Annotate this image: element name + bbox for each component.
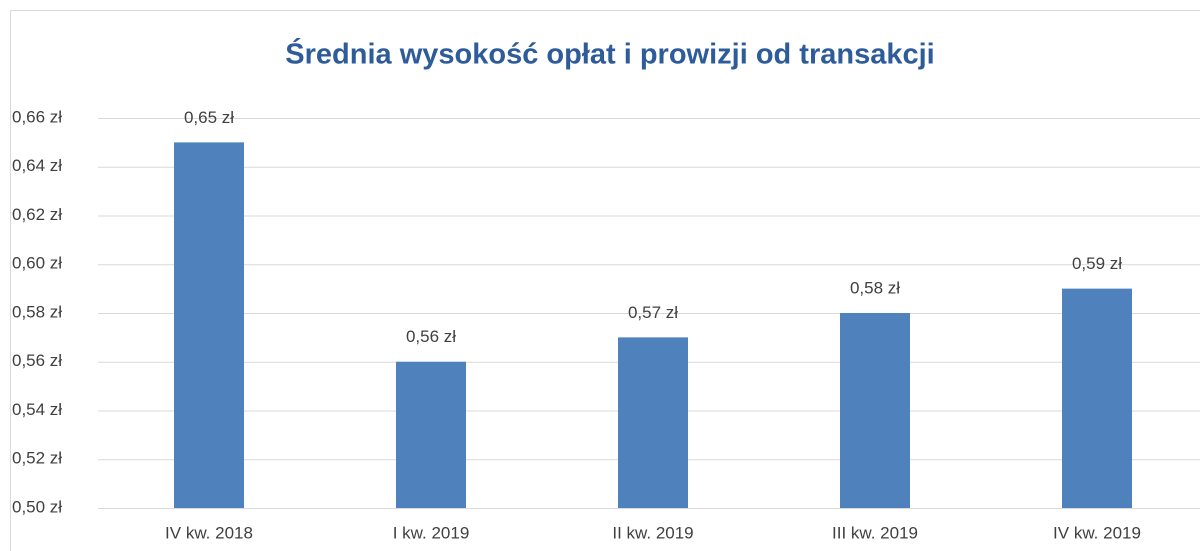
data-label: 0,56 zł bbox=[406, 327, 456, 346]
bar bbox=[1062, 288, 1132, 508]
y-tick-label: 0,66 zł bbox=[12, 107, 62, 126]
data-label: 0,65 zł bbox=[184, 108, 234, 127]
x-tick-label: I kw. 2019 bbox=[393, 523, 470, 542]
y-tick-label: 0,60 zł bbox=[12, 254, 62, 273]
bar bbox=[396, 361, 466, 508]
bar bbox=[840, 313, 910, 508]
y-tick-label: 0,64 zł bbox=[12, 156, 62, 175]
chart-frame bbox=[10, 10, 1200, 551]
y-tick-label: 0,58 zł bbox=[12, 302, 62, 321]
x-tick-label: IV kw. 2018 bbox=[165, 523, 253, 542]
data-label: 0,58 zł bbox=[850, 278, 900, 297]
x-tick-label: III kw. 2019 bbox=[832, 523, 918, 542]
chart-title: Średnia wysokość opłat i prowizji od tra… bbox=[285, 37, 934, 71]
y-tick-label: 0,56 zł bbox=[12, 351, 62, 370]
y-tick-label: 0,62 zł bbox=[12, 205, 62, 224]
bar bbox=[618, 337, 688, 508]
y-tick-label: 0,50 zł bbox=[12, 497, 62, 516]
x-tick-label: II kw. 2019 bbox=[612, 523, 693, 542]
y-tick-label: 0,52 zł bbox=[12, 449, 62, 468]
data-label: 0,57 zł bbox=[628, 303, 678, 322]
data-label: 0,59 zł bbox=[1072, 254, 1122, 273]
y-tick-label: 0,54 zł bbox=[12, 400, 62, 419]
bar bbox=[174, 142, 244, 508]
x-tick-label: IV kw. 2019 bbox=[1053, 523, 1141, 542]
